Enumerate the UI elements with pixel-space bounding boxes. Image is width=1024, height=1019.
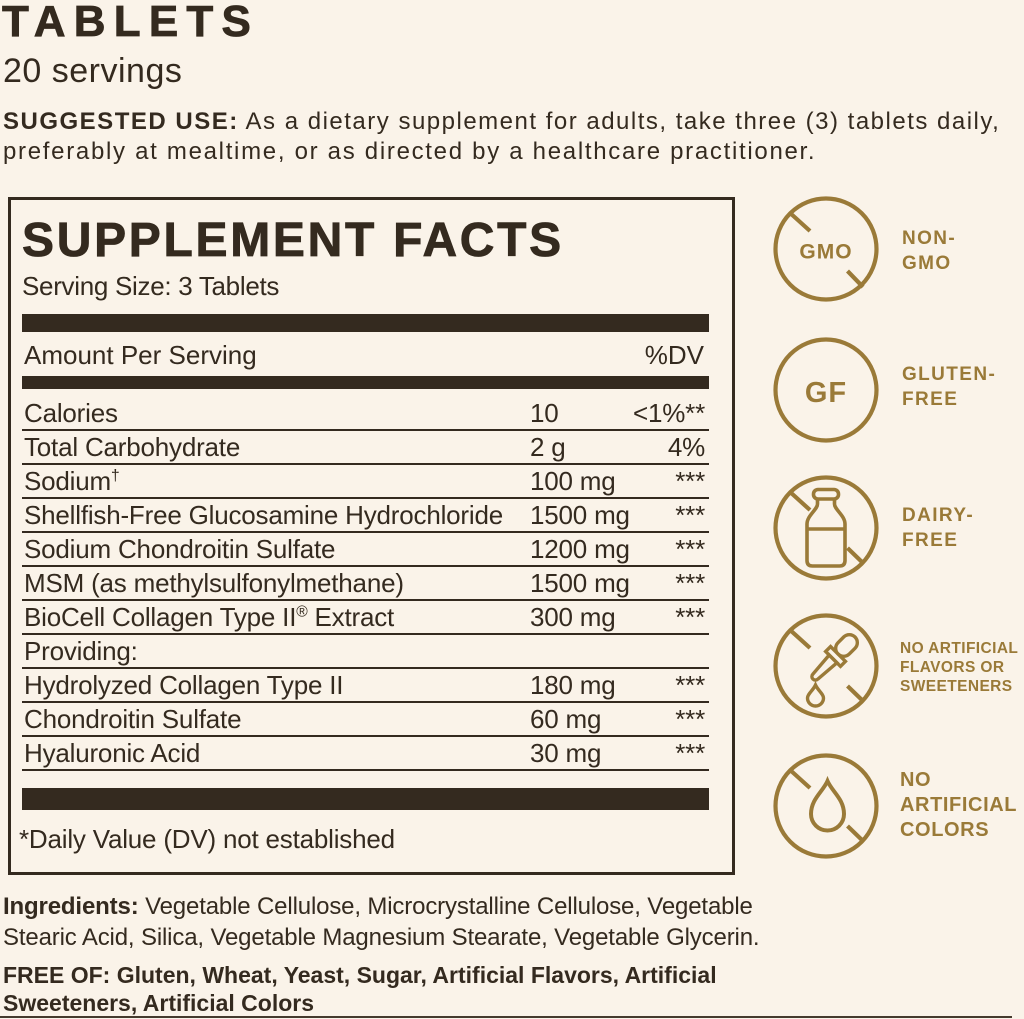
svg-text:GMO: GMO [799,241,852,264]
svg-text:GF: GF [805,377,847,409]
